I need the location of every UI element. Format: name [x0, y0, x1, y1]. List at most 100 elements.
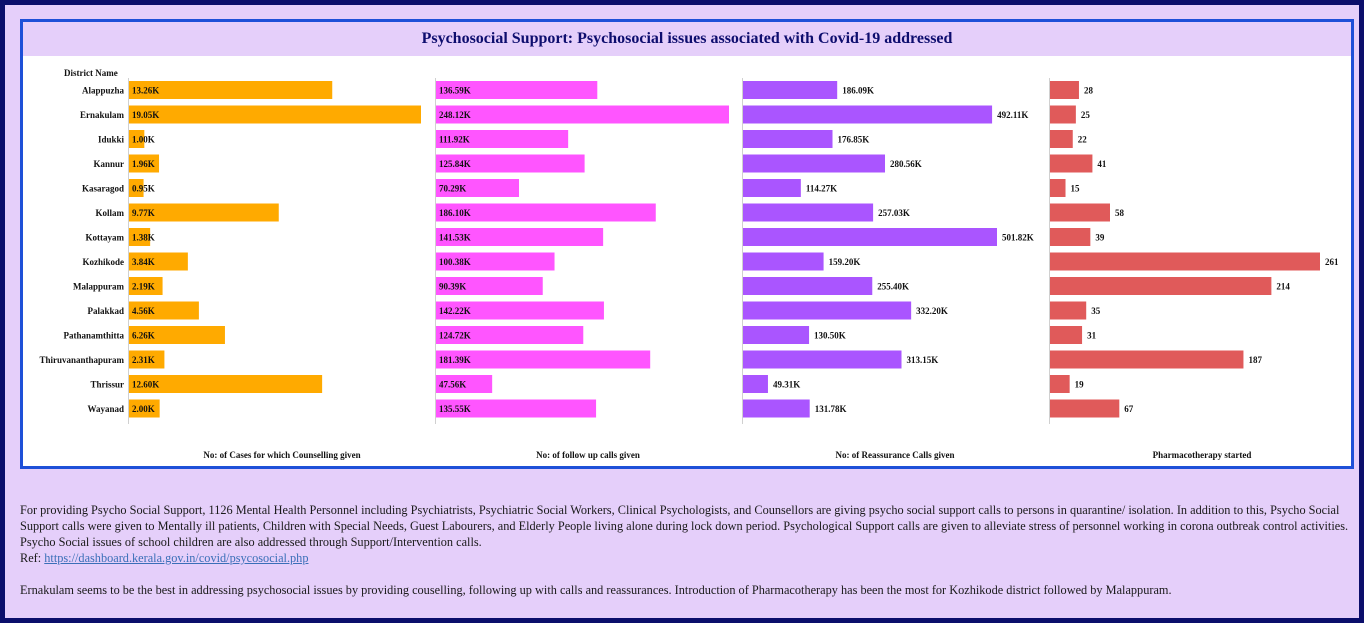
bar — [436, 252, 555, 271]
bar — [743, 301, 912, 320]
data-label: 58 — [1115, 208, 1125, 218]
bar — [436, 277, 543, 295]
data-label: 159.20K — [829, 257, 861, 267]
bar — [1050, 301, 1087, 320]
bar — [743, 326, 810, 344]
bar — [129, 105, 421, 124]
bar — [1050, 105, 1076, 124]
data-label: 255.40K — [877, 282, 909, 292]
data-label: 124.72K — [439, 331, 471, 341]
bar — [743, 375, 768, 393]
data-label: 125.84K — [439, 159, 471, 169]
district-label: Alappuzha — [82, 86, 125, 96]
bar — [129, 326, 225, 344]
data-label: 492.11K — [997, 110, 1028, 120]
data-label: 186.09K — [842, 86, 874, 96]
data-label: 1.38K — [132, 233, 155, 243]
bar — [436, 154, 585, 173]
district-label: Pathanamthitta — [64, 331, 125, 341]
bar — [129, 301, 199, 320]
description-block: For providing Psycho Social Support, 112… — [20, 502, 1356, 598]
bar — [129, 375, 323, 393]
bar — [743, 179, 801, 197]
bar — [743, 154, 886, 173]
district-label: Kasaragod — [82, 184, 124, 194]
bar — [743, 399, 810, 418]
district-label: Malappuram — [73, 282, 125, 292]
bar-chart: District Name Alappuzha Ernakulam Idukki Kan… — [39, 68, 1339, 460]
bar — [436, 130, 569, 148]
bar — [436, 301, 604, 320]
data-label: 70.29K — [439, 184, 466, 194]
bar — [1050, 350, 1244, 369]
title-band: Psychosocial Support: Psychosocial issue… — [23, 22, 1351, 56]
bar — [129, 154, 160, 173]
data-label: 2.31K — [132, 355, 155, 365]
data-label: 280.56K — [890, 159, 922, 169]
bar — [436, 350, 651, 369]
data-label: 31 — [1087, 331, 1097, 341]
district-label: Ernakulam — [80, 110, 125, 120]
conclusion-paragraph: Ernakulam seems to be the best in addres… — [20, 583, 1172, 597]
reference-label: Ref: — [20, 551, 45, 565]
bar — [743, 350, 902, 369]
bar — [129, 179, 144, 197]
bar — [1050, 252, 1320, 271]
data-label: 187 — [1248, 355, 1262, 365]
description-paragraph: For providing Psycho Social Support, 112… — [20, 503, 1349, 549]
bar — [436, 326, 584, 344]
data-label: 19.05K — [132, 110, 159, 120]
district-label: Thrissur — [90, 380, 124, 390]
bar — [743, 81, 838, 99]
data-label: 39 — [1095, 233, 1105, 243]
bar — [1050, 81, 1079, 99]
data-label: 181.39K — [439, 355, 471, 365]
bar — [436, 105, 729, 124]
bar — [129, 228, 151, 246]
bar — [743, 203, 874, 222]
district-label: Kollam — [96, 208, 125, 218]
series-title: No: of Reassurance Calls given — [836, 450, 955, 460]
reference-line: Ref: https://dashboard.kerala.gov.in/cov… — [20, 550, 1356, 566]
bar — [129, 203, 279, 222]
bar — [1050, 179, 1066, 197]
data-label: 135.55K — [439, 404, 471, 414]
reference-link[interactable]: https://dashboard.kerala.gov.in/covid/ps… — [44, 551, 309, 565]
data-label: 114.27K — [806, 184, 837, 194]
bar — [129, 277, 163, 295]
chart-title: Psychosocial Support: Psychosocial issue… — [421, 30, 953, 47]
bar — [436, 399, 597, 418]
data-label: 248.12K — [439, 110, 471, 120]
data-label: 6.26K — [132, 331, 155, 341]
data-label: 4.56K — [132, 306, 155, 316]
bar — [743, 228, 997, 246]
bar — [436, 203, 656, 222]
bar — [129, 130, 145, 148]
bar — [129, 399, 160, 418]
district-label: Kannur — [93, 159, 124, 169]
data-label: 22 — [1078, 135, 1088, 145]
data-label: 12.60K — [132, 380, 159, 390]
data-label: 15 — [1071, 184, 1081, 194]
district-label: Kottayam — [86, 233, 125, 243]
data-label: 3.84K — [132, 257, 155, 267]
bar — [129, 350, 165, 369]
bar — [1050, 228, 1091, 246]
bar — [1050, 130, 1073, 148]
data-label: 2.19K — [132, 282, 155, 292]
bar — [1050, 277, 1272, 295]
bar — [1050, 154, 1093, 173]
data-label: 313.15K — [907, 355, 939, 365]
series-title: No: of follow up calls given — [536, 450, 640, 460]
data-label: 131.78K — [815, 404, 847, 414]
bar — [743, 277, 873, 295]
data-label: 176.85K — [838, 135, 870, 145]
data-label: 100.38K — [439, 257, 471, 267]
data-label: 214 — [1276, 282, 1290, 292]
data-label: 136.59K — [439, 86, 471, 96]
district-label: Wayanad — [87, 404, 124, 414]
data-label: 2.00K — [132, 404, 155, 414]
data-label: 25 — [1081, 110, 1091, 120]
data-label: 261 — [1325, 257, 1339, 267]
